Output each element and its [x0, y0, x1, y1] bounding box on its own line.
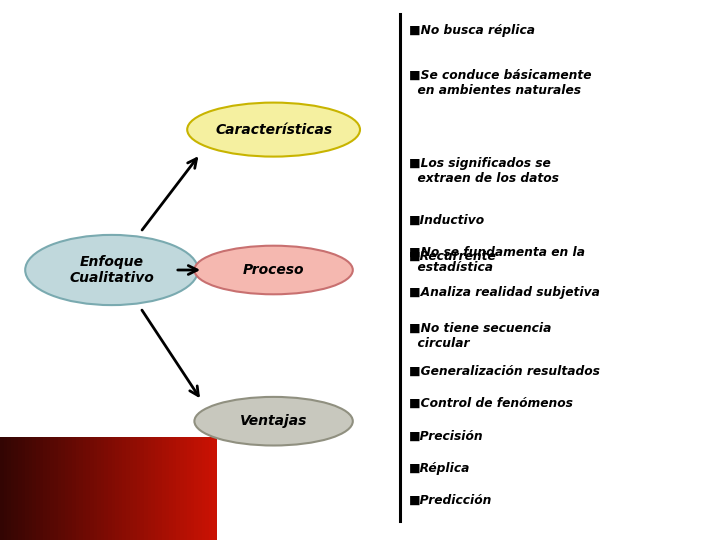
Bar: [0, 437, 4, 540]
Bar: [148, 437, 152, 540]
Bar: [151, 437, 156, 540]
Text: ■Control de fenómenos: ■Control de fenómenos: [409, 397, 573, 410]
Bar: [65, 437, 69, 540]
Text: ■No busca réplica: ■No busca réplica: [409, 24, 535, 37]
Bar: [54, 437, 58, 540]
Bar: [97, 437, 102, 540]
Bar: [169, 437, 174, 540]
Ellipse shape: [25, 235, 198, 305]
Bar: [25, 437, 30, 540]
Bar: [36, 437, 40, 540]
Bar: [83, 437, 87, 540]
Bar: [133, 437, 138, 540]
Bar: [61, 437, 66, 540]
Bar: [22, 437, 26, 540]
Bar: [94, 437, 98, 540]
Bar: [205, 437, 210, 540]
Text: ■Analiza realidad subjetiva: ■Analiza realidad subjetiva: [409, 286, 600, 299]
Bar: [130, 437, 134, 540]
Ellipse shape: [187, 103, 360, 157]
Text: ■Inductivo: ■Inductivo: [409, 213, 485, 226]
Bar: [122, 437, 127, 540]
Text: ■Los significados se
  extraen de los datos: ■Los significados se extraen de los dato…: [409, 157, 559, 185]
Bar: [166, 437, 170, 540]
Bar: [40, 437, 44, 540]
Text: ■Réplica: ■Réplica: [409, 462, 470, 475]
Bar: [144, 437, 148, 540]
Bar: [155, 437, 159, 540]
Bar: [14, 437, 19, 540]
Bar: [76, 437, 80, 540]
Bar: [119, 437, 123, 540]
Bar: [209, 437, 213, 540]
Bar: [90, 437, 94, 540]
Text: ■Se conduce básicamente
  en ambientes naturales: ■Se conduce básicamente en ambientes nat…: [409, 69, 591, 97]
Bar: [47, 437, 51, 540]
Ellipse shape: [194, 397, 353, 445]
Bar: [4, 437, 8, 540]
Text: ■Precisión: ■Precisión: [409, 429, 484, 442]
Text: ■Generalización resultados: ■Generalización resultados: [409, 364, 600, 377]
Text: Ventajas: Ventajas: [240, 414, 307, 428]
Bar: [198, 437, 202, 540]
Bar: [194, 437, 199, 540]
Bar: [43, 437, 48, 540]
Bar: [212, 437, 217, 540]
Bar: [58, 437, 62, 540]
Bar: [191, 437, 195, 540]
Bar: [187, 437, 192, 540]
Bar: [32, 437, 37, 540]
Bar: [137, 437, 141, 540]
Bar: [50, 437, 55, 540]
Text: ■Recurrente: ■Recurrente: [409, 249, 497, 262]
Text: ■No se fundamenta en la
  estadística: ■No se fundamenta en la estadística: [409, 246, 585, 274]
Ellipse shape: [194, 246, 353, 294]
Bar: [162, 437, 166, 540]
Bar: [108, 437, 112, 540]
Bar: [184, 437, 188, 540]
Bar: [112, 437, 116, 540]
Bar: [101, 437, 105, 540]
Bar: [104, 437, 109, 540]
Bar: [68, 437, 73, 540]
Bar: [7, 437, 12, 540]
Bar: [173, 437, 177, 540]
Text: Enfoque
Cualitativo: Enfoque Cualitativo: [69, 255, 154, 285]
Bar: [180, 437, 184, 540]
Bar: [11, 437, 15, 540]
Bar: [140, 437, 145, 540]
Text: ■Predicción: ■Predicción: [409, 494, 492, 507]
Bar: [18, 437, 22, 540]
Text: Proceso: Proceso: [243, 263, 305, 277]
Bar: [158, 437, 163, 540]
Bar: [86, 437, 91, 540]
Bar: [176, 437, 181, 540]
Bar: [29, 437, 33, 540]
Bar: [79, 437, 84, 540]
Bar: [72, 437, 76, 540]
Text: ■No tiene secuencia
  circular: ■No tiene secuencia circular: [409, 322, 552, 350]
Text: Características: Características: [215, 123, 332, 137]
Bar: [202, 437, 206, 540]
Bar: [126, 437, 130, 540]
Bar: [115, 437, 120, 540]
